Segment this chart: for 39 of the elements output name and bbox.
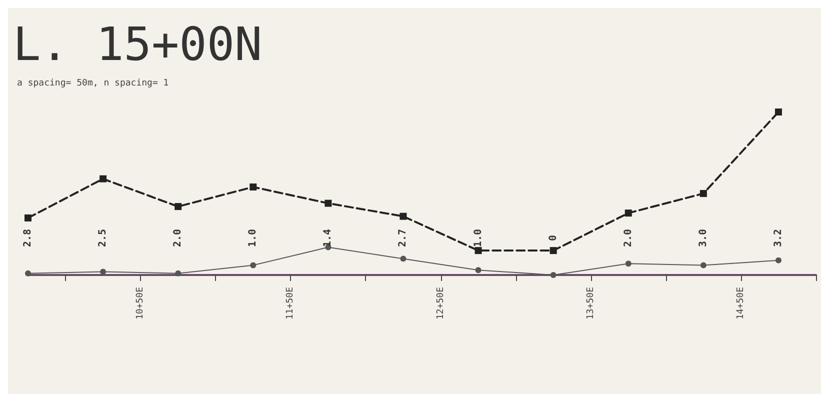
annotation: 1.0 bbox=[248, 228, 259, 248]
point bbox=[775, 257, 782, 264]
annotation: 2.0 bbox=[172, 228, 184, 248]
point bbox=[625, 260, 632, 267]
annotation: 1.4 bbox=[322, 228, 334, 248]
point bbox=[175, 270, 182, 276]
point bbox=[100, 175, 107, 182]
point bbox=[774, 108, 782, 116]
point bbox=[400, 212, 407, 220]
annotation: 1.0 bbox=[472, 228, 484, 248]
annotation: 2.0 bbox=[622, 228, 634, 248]
annotation: 0 bbox=[548, 234, 559, 242]
point bbox=[400, 256, 406, 262]
point bbox=[474, 247, 482, 254]
point bbox=[624, 210, 632, 217]
point bbox=[24, 214, 32, 222]
x-tick-label: 12+50E bbox=[436, 287, 446, 320]
point bbox=[100, 268, 106, 275]
annotation: 2.8 bbox=[22, 228, 34, 248]
point bbox=[700, 262, 706, 268]
point bbox=[550, 247, 557, 254]
point bbox=[475, 267, 482, 274]
point bbox=[25, 270, 31, 276]
annotation: 2.5 bbox=[98, 228, 109, 248]
chart-title: L. 15+00N bbox=[13, 17, 262, 71]
annotation: 3.0 bbox=[698, 228, 709, 248]
point bbox=[550, 272, 556, 278]
annotation: 3.2 bbox=[772, 228, 784, 248]
point bbox=[324, 200, 332, 207]
x-tick-label: 14+50E bbox=[736, 287, 746, 320]
x-tick-label: 13+50E bbox=[586, 287, 596, 320]
annotation: 2.7 bbox=[398, 228, 409, 248]
point bbox=[174, 203, 182, 210]
x-tick-label: 11+50E bbox=[286, 287, 296, 320]
point bbox=[250, 262, 256, 268]
x-tick-label: 10+50E bbox=[136, 287, 146, 320]
point bbox=[700, 190, 707, 197]
point bbox=[250, 183, 257, 190]
chart-subtitle: a spacing= 50m, n spacing= 1 bbox=[17, 78, 169, 88]
